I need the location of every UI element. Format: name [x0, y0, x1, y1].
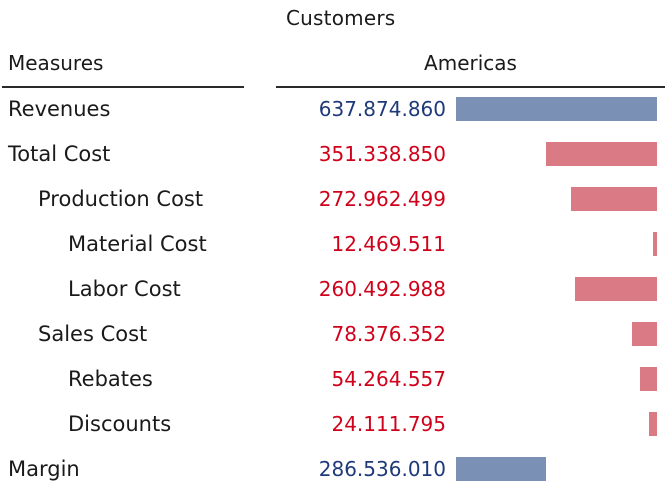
row-label-labor-cost: Labor Cost [68, 277, 181, 301]
bar-revenues [456, 97, 657, 121]
row-label-revenues: Revenues [8, 97, 111, 121]
bar-material-cost [653, 232, 657, 256]
row-value-sales-cost: 78.376.352 [331, 322, 446, 346]
row-label-production-cost: Production Cost [38, 187, 204, 211]
table-header-dimension: Customers [286, 6, 396, 30]
row-label-rebates: Rebates [68, 367, 153, 391]
bar-margin [456, 457, 546, 481]
table-header-measures: Measures [8, 51, 104, 75]
bar-total-cost [546, 142, 657, 166]
bar-production-cost [571, 187, 657, 211]
header-rule-left [2, 86, 244, 88]
row-label-total-cost: Total Cost [8, 142, 111, 166]
bar-sales-cost [632, 322, 657, 346]
table-header-column: Americas [424, 51, 517, 75]
row-value-margin: 286.536.010 [318, 457, 446, 481]
bar-rebates [640, 367, 657, 391]
bar-discounts [649, 412, 657, 436]
row-value-discounts: 24.111.795 [331, 412, 446, 436]
row-label-sales-cost: Sales Cost [38, 322, 148, 346]
row-value-material-cost: 12.469.511 [331, 232, 446, 256]
bar-labor-cost [575, 277, 657, 301]
header-rule-right [276, 86, 665, 88]
row-value-labor-cost: 260.492.988 [318, 277, 446, 301]
row-value-production-cost: 272.962.499 [318, 187, 446, 211]
row-value-rebates: 54.264.557 [331, 367, 446, 391]
row-label-material-cost: Material Cost [68, 232, 207, 256]
row-value-revenues: 637.874.860 [318, 97, 446, 121]
row-label-discounts: Discounts [68, 412, 172, 436]
row-label-margin: Margin [8, 457, 80, 481]
row-value-total-cost: 351.338.850 [318, 142, 446, 166]
